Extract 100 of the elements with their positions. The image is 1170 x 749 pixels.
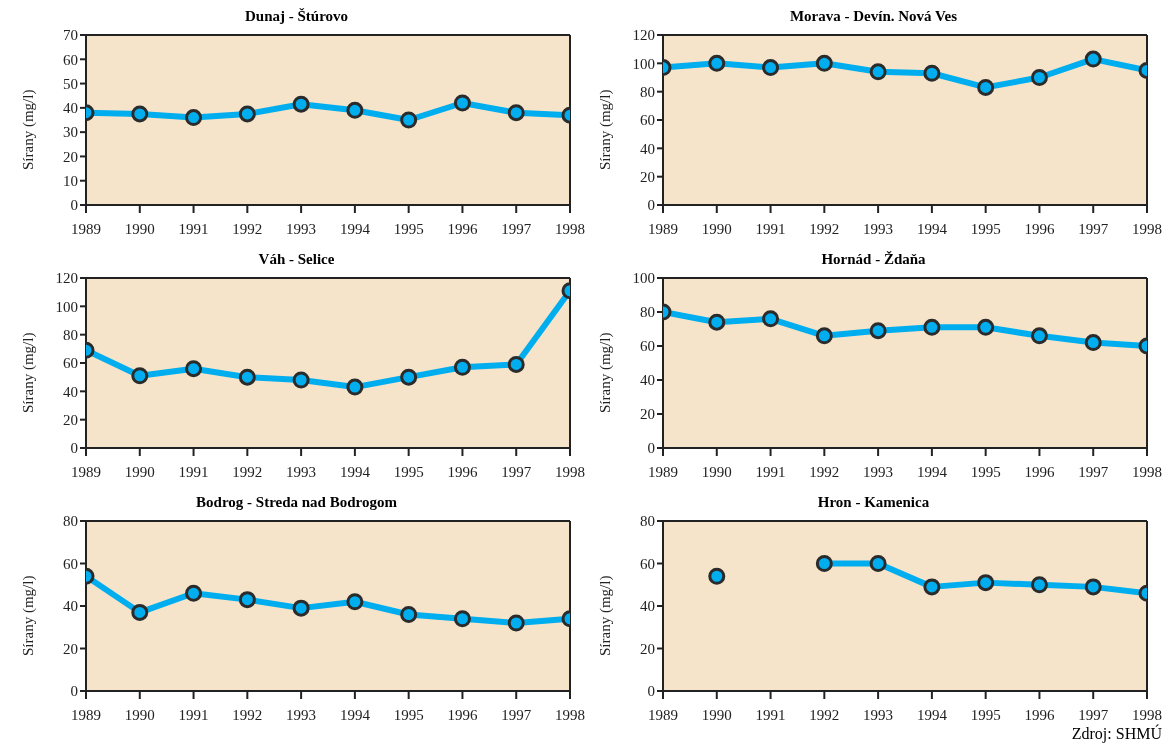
x-tick-label: 1998 [1132, 706, 1162, 723]
y-tick-label: 60 [63, 51, 78, 68]
x-tick-label: 1989 [648, 706, 678, 723]
y-axis-title: Sírany (mg/l) [20, 89, 38, 170]
x-tick-label: 1997 [1078, 220, 1109, 237]
x-tick-label: 1994 [916, 220, 948, 237]
x-tick-label: 1993 [863, 220, 894, 237]
point [453, 358, 471, 376]
y-tick-label: 40 [63, 100, 78, 117]
point [346, 101, 364, 119]
point [507, 355, 525, 373]
y-tick-label: 20 [640, 168, 655, 185]
text: Zdroj: SHMÚ [1070, 725, 1162, 743]
x-tick-label: 1991 [178, 706, 209, 723]
point [1030, 576, 1048, 594]
y-tick-label: 40 [640, 140, 655, 157]
point [507, 104, 525, 122]
point [131, 603, 149, 621]
point [292, 95, 310, 113]
point [1030, 69, 1048, 86]
point [131, 367, 149, 385]
chart-title: Váh - Selice [257, 251, 336, 269]
x-tick-label: 1993 [286, 706, 317, 723]
point [708, 313, 726, 331]
point [869, 63, 887, 81]
x-tick-label: 1990 [124, 220, 155, 237]
x-tick-label: 1991 [755, 706, 786, 723]
y-axis-title: Sírany (mg/l) [597, 89, 615, 170]
y-tick-label: 20 [63, 640, 78, 657]
y-tick-label: 0 [70, 683, 78, 700]
y-tick-label: 50 [63, 75, 78, 92]
x-tick-label: 1998 [1132, 463, 1162, 480]
x-tick-label: 1998 [555, 220, 585, 237]
y-tick-label: 60 [640, 338, 655, 355]
point [238, 591, 256, 609]
point [292, 599, 310, 617]
y-tick-label: 100 [632, 270, 655, 287]
point [923, 318, 941, 336]
x-tick-label: 1991 [755, 463, 786, 480]
x-tick-label: 1989 [648, 463, 678, 480]
x-tick-label: 1995 [393, 220, 424, 237]
x-tick-label: 1997 [1078, 463, 1109, 480]
chart-title: Hron - Kamenica [816, 494, 931, 512]
x-tick-label: 1997 [501, 706, 532, 723]
x-tick-label: 1991 [178, 220, 209, 237]
x-tick-label: 1998 [1132, 220, 1162, 237]
point [977, 574, 995, 592]
point [815, 54, 833, 72]
x-tick-label: 1995 [970, 706, 1001, 723]
point [977, 78, 995, 96]
x-tick-label: 1989 [71, 706, 101, 723]
x-tick-label: 1998 [555, 706, 585, 723]
y-tick-label: 60 [640, 112, 655, 129]
y-axis-title: Sírany (mg/l) [20, 332, 38, 413]
x-tick-label: 1995 [970, 220, 1001, 237]
point [346, 593, 364, 611]
x-tick-label: 1989 [71, 220, 101, 237]
y-tick-label: 80 [640, 513, 655, 530]
point [977, 318, 995, 336]
y-tick-label: 100 [632, 55, 655, 72]
x-tick-label: 1994 [916, 463, 948, 480]
x-tick-label: 1998 [555, 463, 585, 480]
point [453, 610, 471, 628]
x-tick-label: 1990 [701, 706, 732, 723]
point [453, 94, 471, 112]
y-tick-label: 20 [63, 411, 78, 428]
x-tick-label: 1996 [447, 463, 478, 480]
x-tick-label: 1996 [1024, 220, 1055, 237]
x-tick-label: 1997 [501, 220, 532, 237]
x-tick-label: 1992 [809, 220, 840, 237]
y-tick-label: 80 [63, 513, 78, 530]
y-tick-label: 20 [640, 640, 655, 657]
y-tick-label: 60 [63, 355, 78, 372]
y-axis-title: Sírany (mg/l) [20, 575, 38, 656]
point [1084, 50, 1102, 68]
y-tick-label: 0 [647, 440, 655, 457]
chart-title: Dunaj - Štúrovo [243, 8, 350, 26]
x-tick-label: 1994 [339, 463, 371, 480]
point [400, 606, 418, 623]
x-tick-label: 1991 [755, 220, 786, 237]
y-tick-label: 70 [63, 27, 78, 44]
x-tick-label: 1994 [339, 706, 371, 723]
point [1084, 578, 1102, 596]
x-tick-label: 1996 [447, 706, 478, 723]
y-tick-label: 20 [640, 406, 655, 423]
point [708, 567, 726, 585]
chart-title: Morava - Devín. Nová Ves [788, 8, 959, 26]
y-tick-label: 80 [640, 304, 655, 321]
y-tick-label: 60 [63, 555, 78, 572]
point [815, 555, 833, 572]
x-tick-label: 1992 [809, 463, 840, 480]
point [708, 54, 726, 72]
x-tick-label: 1990 [124, 706, 155, 723]
y-axis-title: Sírany (mg/l) [597, 575, 615, 656]
point [292, 371, 310, 389]
x-tick-label: 1993 [863, 706, 894, 723]
x-tick-label: 1989 [71, 463, 101, 480]
x-tick-label: 1993 [286, 463, 317, 480]
y-tick-label: 100 [55, 298, 78, 315]
x-tick-label: 1992 [809, 706, 840, 723]
